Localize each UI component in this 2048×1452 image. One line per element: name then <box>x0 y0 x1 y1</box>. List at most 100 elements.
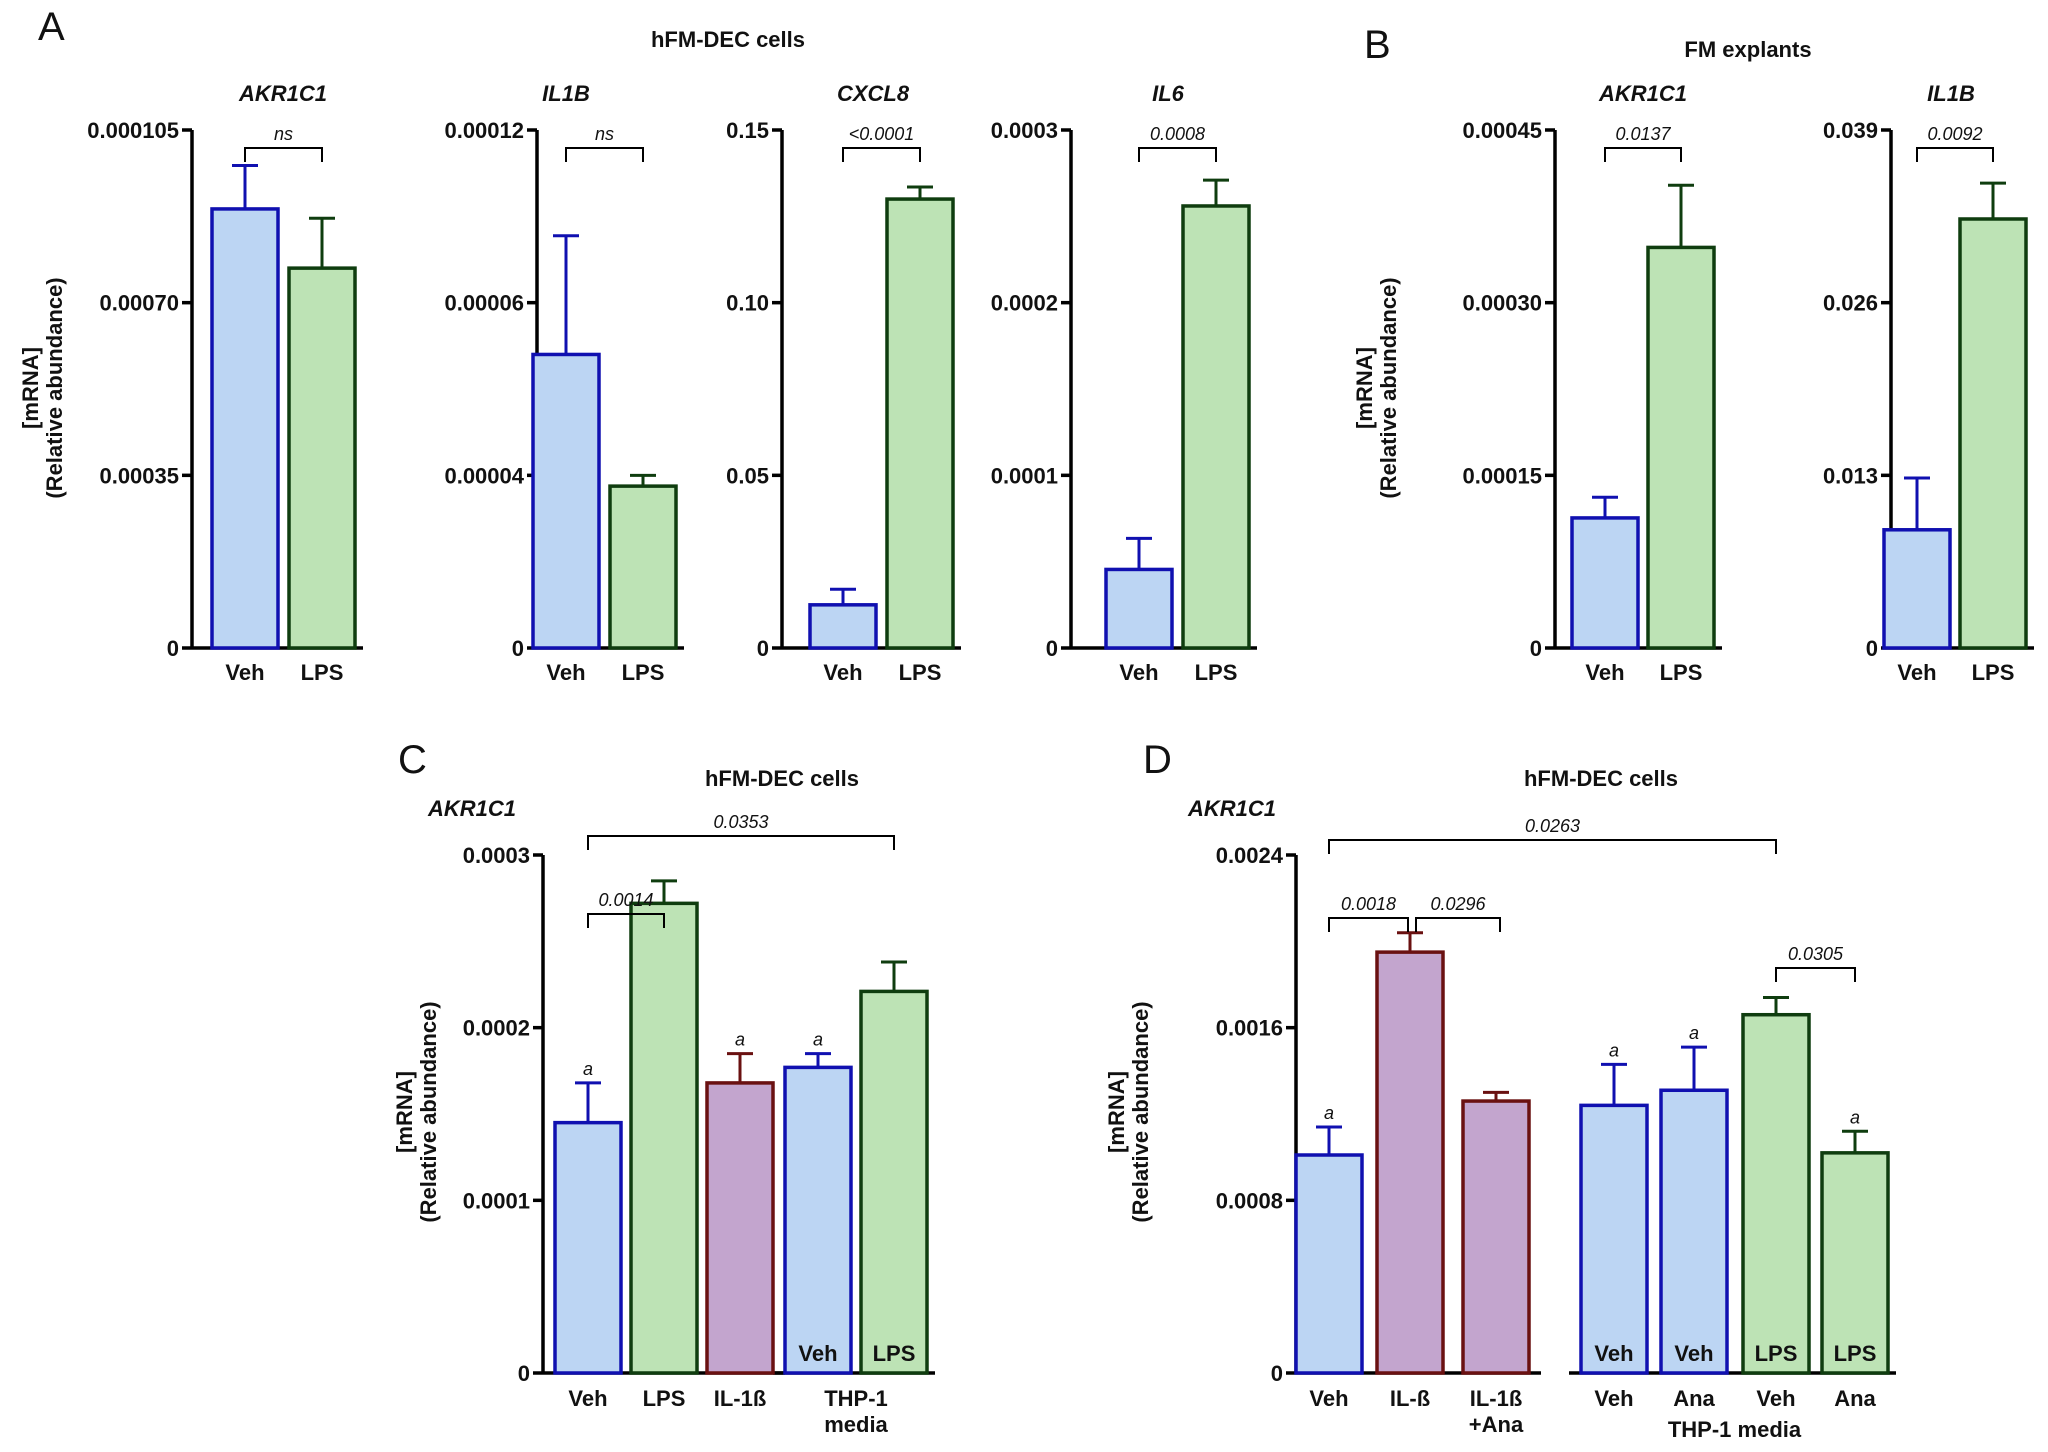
significance-letter: a <box>735 1030 745 1050</box>
x-tick-label: Veh <box>546 660 585 685</box>
y-tick-label: 0.0002 <box>991 291 1058 316</box>
bar <box>553 1120 623 1375</box>
x-tick-label: Veh <box>823 660 862 685</box>
chart-title: AKR1C1 <box>427 796 516 821</box>
chart-title: AKR1C1 <box>238 81 327 106</box>
bracket-label: ns <box>595 124 614 144</box>
x-tick-label: Ana <box>1834 1386 1876 1411</box>
significance-letter: a <box>813 1030 823 1050</box>
chart-a3: CXCL8 0 0.05 0.10 0.15 Veh LPS <0.0001 <box>726 81 961 685</box>
bar-inner-label: Veh <box>798 1341 837 1366</box>
y-tick-label: 0.0001 <box>991 463 1058 488</box>
panel-title-a: hFM-DEC cells <box>651 27 805 52</box>
bar <box>1820 1151 1890 1375</box>
y-tick-label: 0.00030 <box>1462 291 1542 316</box>
ylabel-line1: [mRNA] <box>392 1071 417 1153</box>
x-tick-label: LPS <box>643 1386 686 1411</box>
chart-title: CXCL8 <box>837 81 910 106</box>
y-tick-label: 0 <box>1530 636 1542 661</box>
y-tick-label: 0.0003 <box>463 843 530 868</box>
x-tick-label: Veh <box>1309 1386 1348 1411</box>
y-tick-label: 0.000105 <box>87 118 179 143</box>
bar <box>808 603 878 650</box>
y-tick-label: 0.0024 <box>1216 843 1284 868</box>
significance-bracket <box>1916 147 1994 162</box>
x-tick-label: LPS <box>899 660 942 685</box>
y-tick-label: 0 <box>1866 636 1878 661</box>
y-tick-label: 0.00070 <box>99 291 179 316</box>
panel-title-d: hFM-DEC cells <box>1524 766 1678 791</box>
y-tick-label: 0.00012 <box>444 118 524 143</box>
y-tick-label: 0.00035 <box>99 463 179 488</box>
significance-letter: a <box>1609 1040 1619 1060</box>
y-tick-label: 0.0003 <box>991 118 1058 143</box>
x-tick-label: IL-ß <box>1390 1386 1430 1411</box>
x-tick-label: LPS <box>1660 660 1703 685</box>
significance-bracket <box>1775 967 1856 982</box>
bar <box>1646 245 1716 650</box>
panel-letter-d: D <box>1143 738 1172 782</box>
bar <box>1181 204 1251 650</box>
bar <box>885 197 955 650</box>
x-tick-label: Ana <box>1673 1386 1715 1411</box>
significance-letter: a <box>1850 1107 1860 1127</box>
bar-inner-label: Veh <box>1594 1341 1633 1366</box>
y-tick-label: 0.15 <box>726 118 769 143</box>
panel-letter-b: B <box>1364 23 1391 67</box>
y-tick-label: 0.0008 <box>1216 1188 1283 1213</box>
group-label: media <box>824 1412 888 1437</box>
x-tick-label: LPS <box>301 660 344 685</box>
y-tick-label: 0 <box>512 636 524 661</box>
x-tick-label: IL-1ß <box>1470 1386 1523 1411</box>
significance-bracket <box>842 147 921 162</box>
group-label: THP-1 <box>824 1386 888 1411</box>
significance-bracket <box>587 913 665 928</box>
chart-title: IL1B <box>542 81 590 106</box>
significance-letter: a <box>583 1059 593 1079</box>
bracket-label: 0.0014 <box>598 890 653 910</box>
significance-bracket <box>565 147 644 162</box>
group-label: THP-1 media <box>1668 1417 1802 1442</box>
y-tick-label: 0 <box>1271 1361 1283 1386</box>
x-tick-label: LPS <box>1972 660 2015 685</box>
significance-bracket <box>1604 147 1682 162</box>
y-tick-label: 0.0001 <box>463 1188 530 1213</box>
x-tick-label: Veh <box>1594 1386 1633 1411</box>
bar <box>1579 1103 1649 1375</box>
bar <box>1958 217 2028 650</box>
bar <box>1882 528 1952 650</box>
ylabel-line1: [mRNA] <box>18 347 43 429</box>
significance-bracket <box>1138 147 1217 162</box>
bar <box>287 266 357 650</box>
bracket-label: 0.0137 <box>1615 124 1671 144</box>
y-tick-label: 0.00004 <box>444 463 524 488</box>
bar <box>1570 516 1640 650</box>
bracket-label: 0.0018 <box>1341 894 1396 914</box>
y-tick-label: 0 <box>1046 636 1058 661</box>
chart-title: AKR1C1 <box>1187 796 1276 821</box>
bar <box>608 484 678 650</box>
y-tick-label: 0.026 <box>1823 291 1878 316</box>
ylabel-line2: (Relative abundance) <box>1128 1001 1153 1222</box>
bar <box>1741 1012 1811 1375</box>
ylabel-line1: [mRNA] <box>1352 347 1377 429</box>
x-tick-label: LPS <box>622 660 665 685</box>
y-tick-label: 0.0016 <box>1216 1016 1283 1041</box>
bracket-label: ns <box>274 124 293 144</box>
chart-b1: AKR1C1 0 0.00015 0.00030 0.00045 Veh LPS 0.0137 <box>1462 81 1722 685</box>
chart-title: AKR1C1 <box>1598 81 1687 106</box>
bracket-label: 0.0008 <box>1150 124 1205 144</box>
x-tick-label: Veh <box>568 1386 607 1411</box>
x-tick-label: Veh <box>1897 660 1936 685</box>
bar <box>859 989 929 1375</box>
x-tick-label-line2: +Ana <box>1469 1412 1524 1437</box>
bar <box>210 207 280 650</box>
bar <box>629 901 699 1375</box>
x-tick-label: Veh <box>1585 660 1624 685</box>
chart-a4: IL6 0 0.0001 0.0002 0.0003 Veh LPS 0.0008 <box>991 81 1257 685</box>
bar-inner-label: Veh <box>1674 1341 1713 1366</box>
chart-a1: AKR1C1 0 0.00035 0.00070 0.000105 Veh LPS ns <box>87 81 363 685</box>
panel-title-c: hFM-DEC cells <box>705 766 859 791</box>
